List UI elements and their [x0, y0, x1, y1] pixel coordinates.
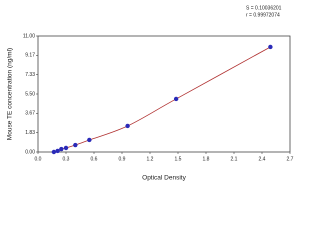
y-tick-label: 1.83	[25, 130, 35, 136]
y-tick-label: 5.50	[25, 91, 35, 97]
point	[55, 148, 60, 154]
annotation: r = 0.99972074	[246, 12, 280, 18]
point	[173, 96, 179, 102]
point	[73, 142, 78, 148]
x-tick-label: 0.9	[119, 156, 126, 162]
x-tick-label: 1.8	[203, 156, 210, 162]
point	[268, 44, 273, 50]
y-tick-label: 11.00	[23, 33, 35, 39]
x-tick-label: 0.3	[63, 156, 70, 162]
x-tick-label: 2.7	[287, 156, 294, 162]
y-tick-label: 0.00	[25, 149, 35, 155]
point	[51, 149, 57, 155]
point	[63, 145, 69, 151]
x-tick-label: 1.5	[175, 156, 182, 162]
x-tick-label: 0.0	[35, 156, 42, 162]
x-tick-label: 0.6	[91, 156, 98, 162]
x-tick-label: 1.2	[147, 156, 154, 162]
annotation: S = 0.10036201	[246, 5, 282, 11]
point	[87, 137, 92, 143]
x-tick-label: 2.4	[259, 156, 266, 162]
point	[125, 123, 130, 129]
y-tick-label: 3.67	[25, 111, 35, 117]
x-tick-label: 2.1	[231, 156, 238, 162]
y-tick-label: 9.17	[25, 53, 35, 59]
plot-area	[37, 35, 291, 153]
y-tick-label: 7.33	[25, 72, 35, 78]
y-axis-label: Mouse TE concentration (ng/ml)	[7, 48, 14, 140]
point	[59, 146, 64, 152]
x-axis-label: Optical Density	[142, 175, 186, 182]
chart: Optical Density Mouse TE concentration (…	[7, 5, 294, 182]
